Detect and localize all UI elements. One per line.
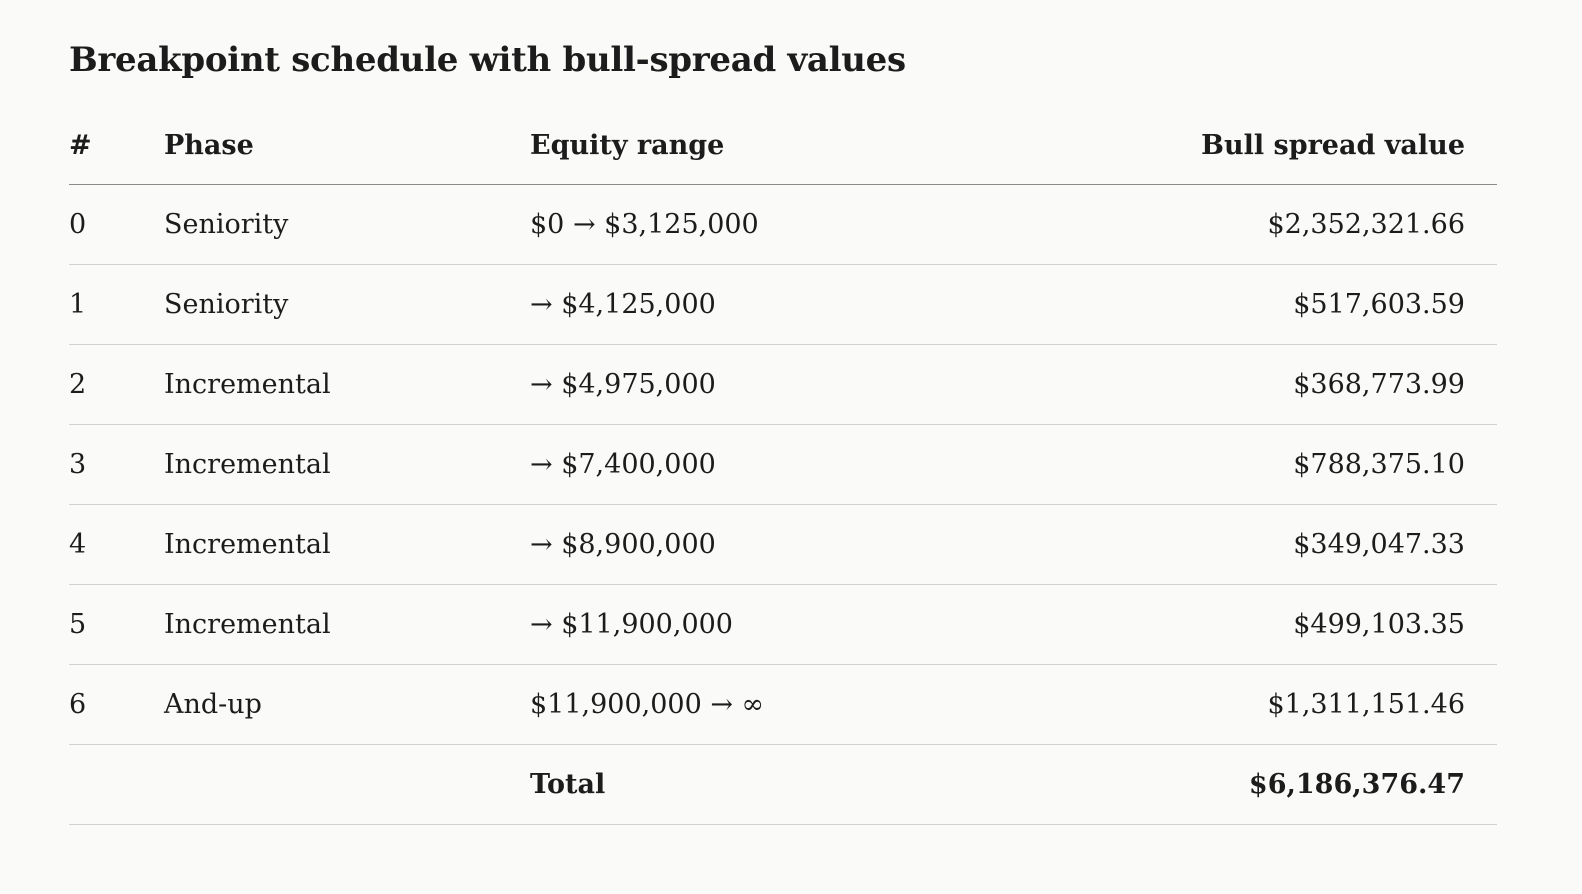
total-value: $6,186,376.47 — [930, 744, 1497, 825]
row-phase: Seniority — [164, 184, 530, 265]
column-header-equity-range: Equity range — [530, 106, 930, 185]
table-row: 2 Incremental → $4,975,000 $368,773.99 — [69, 344, 1497, 425]
row-phase: Incremental — [164, 424, 530, 505]
row-number: 1 — [69, 264, 164, 345]
column-header-bull-spread-value: Bull spread value — [930, 106, 1497, 185]
total-empty-cell — [69, 744, 164, 825]
row-equity-range: → $11,900,000 — [530, 584, 930, 665]
row-bull-spread-value: $2,352,321.66 — [930, 184, 1497, 265]
column-header-phase: Phase — [164, 106, 530, 185]
table-row: 0 Seniority $0 → $3,125,000 $2,352,321.6… — [69, 184, 1497, 265]
table-row: 5 Incremental → $11,900,000 $499,103.35 — [69, 584, 1497, 665]
row-equity-range: → $4,125,000 — [530, 264, 930, 345]
column-header-number: # — [69, 106, 164, 185]
row-number: 3 — [69, 424, 164, 505]
row-bull-spread-value: $499,103.35 — [930, 584, 1497, 665]
row-number: 2 — [69, 344, 164, 425]
row-equity-range: → $8,900,000 — [530, 504, 930, 585]
row-equity-range: $0 → $3,125,000 — [530, 184, 930, 265]
table-row: 3 Incremental → $7,400,000 $788,375.10 — [69, 424, 1497, 505]
row-bull-spread-value: $349,047.33 — [930, 504, 1497, 585]
row-equity-range: → $7,400,000 — [530, 424, 930, 505]
table-row: 1 Seniority → $4,125,000 $517,603.59 — [69, 264, 1497, 345]
row-equity-range: $11,900,000 → ∞ — [530, 664, 930, 745]
total-empty-cell — [164, 744, 530, 825]
row-bull-spread-value: $788,375.10 — [930, 424, 1497, 505]
row-phase: Incremental — [164, 504, 530, 585]
row-number: 4 — [69, 504, 164, 585]
row-phase: Incremental — [164, 344, 530, 425]
row-bull-spread-value: $1,311,151.46 — [930, 664, 1497, 745]
row-number: 5 — [69, 584, 164, 665]
table-row: 6 And-up $11,900,000 → ∞ $1,311,151.46 — [69, 664, 1497, 745]
total-row: Total $6,186,376.47 — [69, 744, 1497, 825]
row-phase: And-up — [164, 664, 530, 745]
header-row: # Phase Equity range Bull spread value — [69, 106, 1497, 185]
total-label: Total — [530, 744, 930, 825]
page-title: Breakpoint schedule with bull-spread val… — [69, 40, 906, 80]
row-phase: Incremental — [164, 584, 530, 665]
row-equity-range: → $4,975,000 — [530, 344, 930, 425]
row-bull-spread-value: $368,773.99 — [930, 344, 1497, 425]
row-number: 0 — [69, 184, 164, 265]
row-bull-spread-value: $517,603.59 — [930, 264, 1497, 345]
table-body: 0 Seniority $0 → $3,125,000 $2,352,321.6… — [69, 184, 1497, 825]
table-header: # Phase Equity range Bull spread value — [69, 106, 1497, 185]
table-row: 4 Incremental → $8,900,000 $349,047.33 — [69, 504, 1497, 585]
row-phase: Seniority — [164, 264, 530, 345]
row-number: 6 — [69, 664, 164, 745]
breakpoint-table: # Phase Equity range Bull spread value 0… — [69, 106, 1497, 825]
